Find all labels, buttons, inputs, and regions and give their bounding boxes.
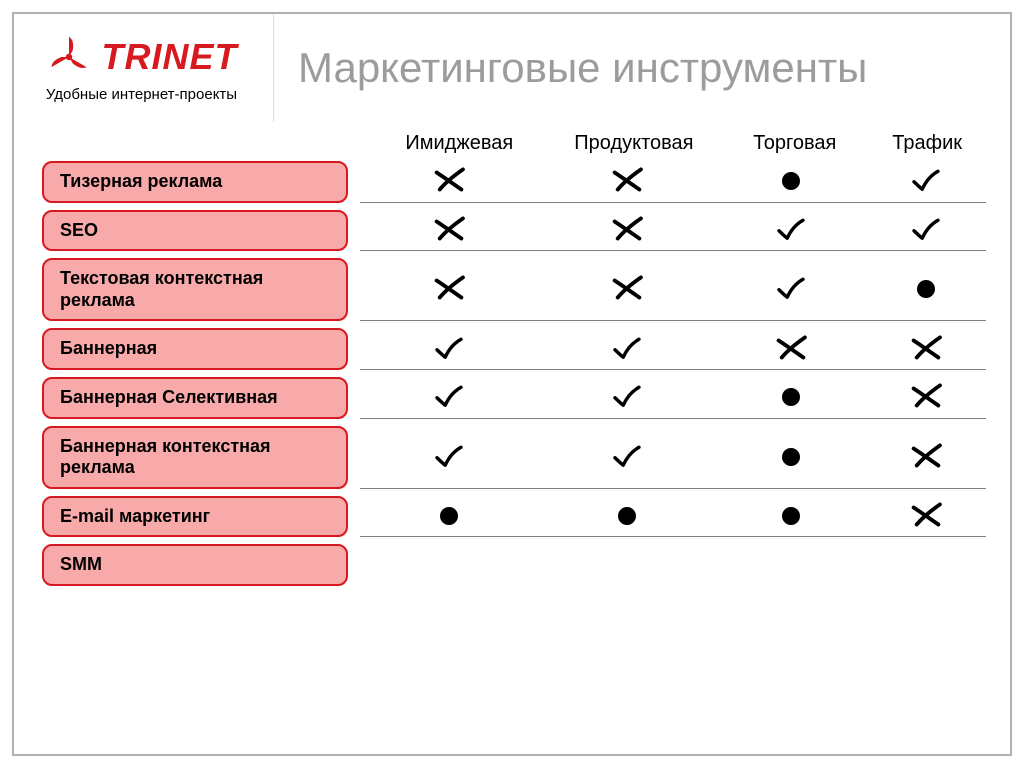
row-label: Тизерная реклама [42,161,348,203]
slide-frame: TRINET Удобные интернет-проекты Маркетин… [12,12,1012,756]
logo-block: TRINET Удобные интернет-проекты [14,14,274,122]
check-icon [776,217,806,243]
matrix-cell [866,217,986,243]
matrix-cell [360,444,538,470]
matrix-cell [716,445,866,469]
row-label: SMM [42,544,348,586]
check-icon [911,168,941,194]
dot-icon [779,169,803,193]
row-label: Баннерная Селективная [42,377,348,419]
matrix-cell [866,168,986,194]
matrix-cell [538,384,716,410]
row-cells [360,496,986,538]
column-header: Торговая [721,132,868,155]
matrix-cell [538,215,716,245]
column-headers: ИмиджеваяПродуктоваяТорговаяТрафик [372,132,986,155]
check-icon [911,217,941,243]
check-icon [434,444,464,470]
matrix-cell [360,336,538,362]
dot-icon [914,277,938,301]
matrix-cell [538,166,716,196]
matrix-cell [538,504,716,528]
check-icon [434,384,464,410]
cross-icon [774,334,808,364]
check-icon [612,444,642,470]
table-row: Текстовая контекстная реклама [42,258,986,321]
dot-icon [615,504,639,528]
table-row: Баннерная Селективная [42,377,986,419]
cross-icon [610,166,644,196]
matrix-cell [866,501,986,531]
matrix: ИмиджеваяПродуктоваяТорговаяТрафик Тизер… [14,122,1010,603]
matrix-cell [360,274,538,304]
row-cells [360,426,986,489]
matrix-cell [716,385,866,409]
table-row: Баннерная контекстная реклама [42,426,986,489]
cross-icon [909,442,943,472]
cross-icon [909,501,943,531]
row-label: SEO [42,210,348,252]
column-header: Имиджевая [372,132,547,155]
table-row: Тизерная реклама [42,161,986,203]
dot-icon [437,504,461,528]
header: TRINET Удобные интернет-проекты Маркетин… [14,14,1010,122]
table-row: Баннерная [42,328,986,370]
matrix-cell [538,274,716,304]
row-label: Текстовая контекстная реклама [42,258,348,321]
row-cells [360,328,986,370]
matrix-cell [360,384,538,410]
row-cells [360,161,986,203]
title-block: Маркетинговые инструменты [274,14,1010,122]
table-row: SMM [42,544,986,586]
check-icon [612,336,642,362]
matrix-cell [866,382,986,412]
cross-icon [909,382,943,412]
check-icon [434,336,464,362]
cross-icon [909,334,943,364]
row-label: E-mail маркетинг [42,496,348,538]
row-cells [360,544,986,586]
matrix-cell [538,444,716,470]
matrix-cell [866,334,986,364]
matrix-cell [716,504,866,528]
column-header: Трафик [868,132,986,155]
dot-icon [779,385,803,409]
logo-row: TRINET [46,34,238,80]
cross-icon [432,274,466,304]
matrix-cell [866,442,986,472]
cross-icon [432,215,466,245]
check-icon [776,276,806,302]
matrix-rows: Тизерная реклама SEO Текстовая контекстн… [42,161,986,586]
dot-icon [779,504,803,528]
matrix-cell [716,217,866,243]
cross-icon [610,274,644,304]
table-row: SEO [42,210,986,252]
page-title: Маркетинговые инструменты [298,44,867,92]
brand-tagline: Удобные интернет-проекты [46,86,237,103]
cross-icon [610,215,644,245]
row-cells [360,258,986,321]
row-cells [360,377,986,419]
table-row: E-mail маркетинг [42,496,986,538]
check-icon [612,384,642,410]
row-label: Баннерная [42,328,348,370]
brand-name: TRINET [102,36,238,78]
column-header: Продуктовая [547,132,722,155]
matrix-cell [866,277,986,301]
matrix-cell [360,166,538,196]
matrix-cell [716,169,866,193]
row-cells [360,210,986,252]
matrix-cell [360,215,538,245]
matrix-cell [716,276,866,302]
matrix-cell [716,334,866,364]
cross-icon [432,166,466,196]
dot-icon [779,445,803,469]
matrix-cell [360,504,538,528]
row-label: Баннерная контекстная реклама [42,426,348,489]
matrix-cell [538,336,716,362]
propeller-icon [46,34,92,80]
